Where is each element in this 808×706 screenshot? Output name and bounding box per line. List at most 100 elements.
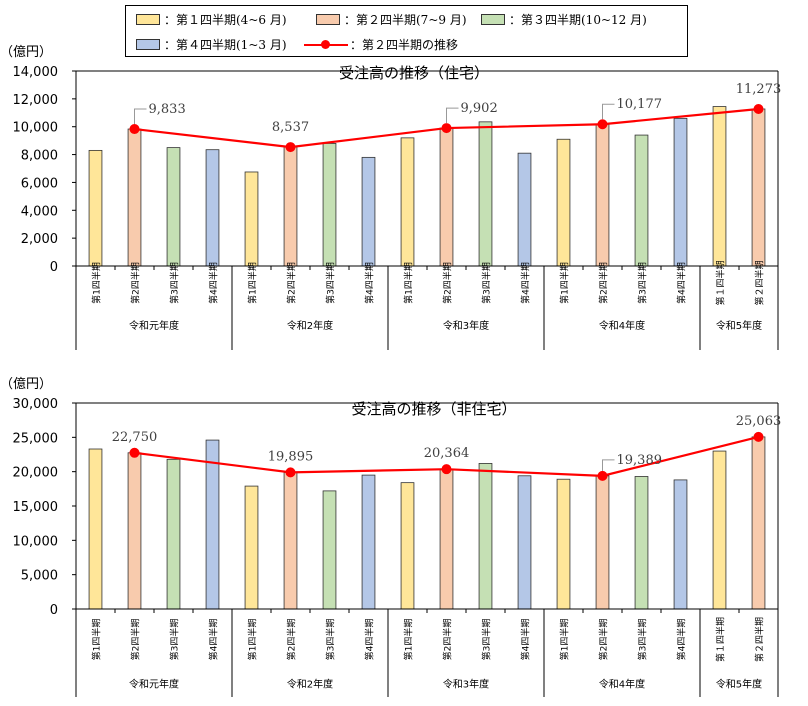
x-category-label: 第2四半期 (442, 619, 454, 661)
y-tick-label: 14,000 (13, 65, 59, 80)
bar (88, 448, 103, 610)
legend-item-q3: ：第３四半期(10~12 月) (481, 10, 647, 28)
bar (361, 474, 376, 610)
x-category-label: 第3四半期 (637, 262, 649, 304)
x-category-label: 第4四半期 (208, 262, 220, 304)
legend-item-trend: ：第２四半期の推移 (304, 35, 458, 53)
data-label: 9,833 (149, 102, 186, 117)
y-tick-label: 12,000 (13, 93, 59, 108)
bar (244, 485, 259, 610)
legend-label-q2: ：第２四半期(7~9 月) (344, 12, 467, 27)
x-category-label: 第2四半期 (442, 262, 454, 304)
x-group-label: 令和元年度 (129, 678, 179, 691)
x-category-label: 第3四半期 (325, 619, 337, 661)
chart-housing: （億円） 受注高の推移（住宅） 0 2,000 4,000 6,000 8,000 10,… (0, 44, 782, 350)
x-category-label: 第4四半期 (364, 262, 376, 304)
x-category-label: 第２四半期 (754, 260, 766, 305)
bar (478, 463, 493, 610)
x-category-label: 第２四半期 (754, 617, 766, 662)
legend-label-q1: ：第１四半期(4~6 月) (164, 12, 287, 27)
x-category-label: 第3四半期 (481, 262, 493, 304)
bar (595, 475, 610, 610)
y-tick-label: 20,000 (13, 466, 59, 481)
y-unit-label: （億円） (0, 376, 52, 392)
legend-label-trend: ：第２四半期の推移 (350, 37, 459, 52)
data-label-leader (134, 108, 147, 125)
legend-item-q2: ：第２四半期(7~9 月) (316, 10, 467, 28)
x-group-label: 令和2年度 (287, 678, 333, 691)
x-category-label: 第4四半期 (676, 619, 688, 661)
x-category-label: 第4四半期 (364, 619, 376, 661)
x-group-label: 令和元年度 (129, 319, 179, 332)
x-category-label: 第3四半期 (169, 262, 181, 304)
trend-point (285, 142, 296, 153)
x-group-label: 令和2年度 (287, 319, 333, 332)
x-category-label: 第3四半期 (169, 619, 181, 661)
y-tick-label: 0 (50, 260, 58, 275)
y-tick-label: 10,000 (13, 534, 59, 549)
bar (712, 450, 727, 610)
y-tick-label: 5,000 (21, 569, 58, 584)
legend-swatch-q2 (316, 13, 340, 25)
data-label: 11,273 (736, 82, 782, 97)
legend-swatch-q4 (136, 38, 160, 50)
x-category-label: 第3四半期 (481, 619, 493, 661)
y-tick-label: 10,000 (13, 121, 59, 136)
chart-title: 受注高の推移（住宅） (339, 64, 489, 82)
y-tick-label: 15,000 (13, 500, 59, 515)
y-tick-label: 0 (50, 603, 58, 618)
bar (556, 478, 571, 610)
data-label: 8,537 (272, 120, 309, 135)
x-category-label: 第１四半期 (715, 617, 727, 662)
y-tick-label: 2,000 (21, 232, 58, 247)
x-category-label: 第1四半期 (91, 262, 103, 304)
x-category-label: 第1四半期 (559, 262, 571, 304)
y-tick-label: 25,000 (13, 431, 59, 446)
x-category-label: 第1四半期 (247, 262, 259, 304)
bar (634, 476, 649, 610)
trend-point (129, 447, 140, 458)
x-category-label: 第1四半期 (403, 619, 415, 661)
bar (439, 468, 454, 610)
x-category-label: 第1四半期 (247, 619, 259, 661)
chart-title: 受注高の推移（非住宅） (351, 400, 516, 418)
data-label: 19,389 (617, 453, 663, 468)
x-group-label: 令和3年度 (443, 678, 489, 691)
chart-legend: ：第１四半期(4~6 月) ：第２四半期(7~9 月) ：第３四半期(10~12… (125, 5, 688, 57)
legend-item-q4: ：第４四半期(1~3 月) (136, 35, 287, 53)
legend-line-trend (304, 39, 348, 50)
trend-point (597, 470, 608, 481)
data-label-leader (602, 459, 615, 471)
x-category-label: 第2四半期 (130, 262, 142, 304)
data-label: 9,902 (461, 101, 498, 116)
x-category-label: 第3四半期 (325, 262, 337, 304)
bar (283, 471, 298, 610)
x-category-label: 第4四半期 (520, 619, 532, 661)
x-category-label: 第2四半期 (130, 619, 142, 661)
data-label: 10,177 (617, 97, 663, 112)
x-group-label: 令和4年度 (599, 319, 645, 332)
trend-point (441, 123, 452, 134)
x-category-label: 第2四半期 (286, 619, 298, 661)
trend-point (753, 103, 764, 114)
x-category-label: 第１四半期 (715, 260, 727, 305)
data-label: 20,364 (424, 446, 470, 461)
trend-point (441, 464, 452, 475)
x-category-label: 第2四半期 (598, 262, 610, 304)
x-category-label: 第3四半期 (637, 619, 649, 661)
data-label: 25,063 (736, 414, 782, 429)
bar (205, 439, 220, 610)
x-category-label: 第4四半期 (520, 262, 532, 304)
bar (400, 482, 415, 610)
bar (517, 475, 532, 610)
data-label: 22,750 (112, 430, 158, 445)
x-category-label: 第4四半期 (676, 262, 688, 304)
y-tick-label: 8,000 (21, 149, 58, 164)
x-category-label: 第1四半期 (91, 619, 103, 661)
bar (166, 458, 181, 610)
x-category-label: 第2四半期 (286, 262, 298, 304)
legend-swatch-q3 (481, 13, 505, 25)
bar (322, 490, 337, 610)
legend-swatch-q1 (136, 13, 160, 25)
data-label-leader (446, 107, 459, 124)
